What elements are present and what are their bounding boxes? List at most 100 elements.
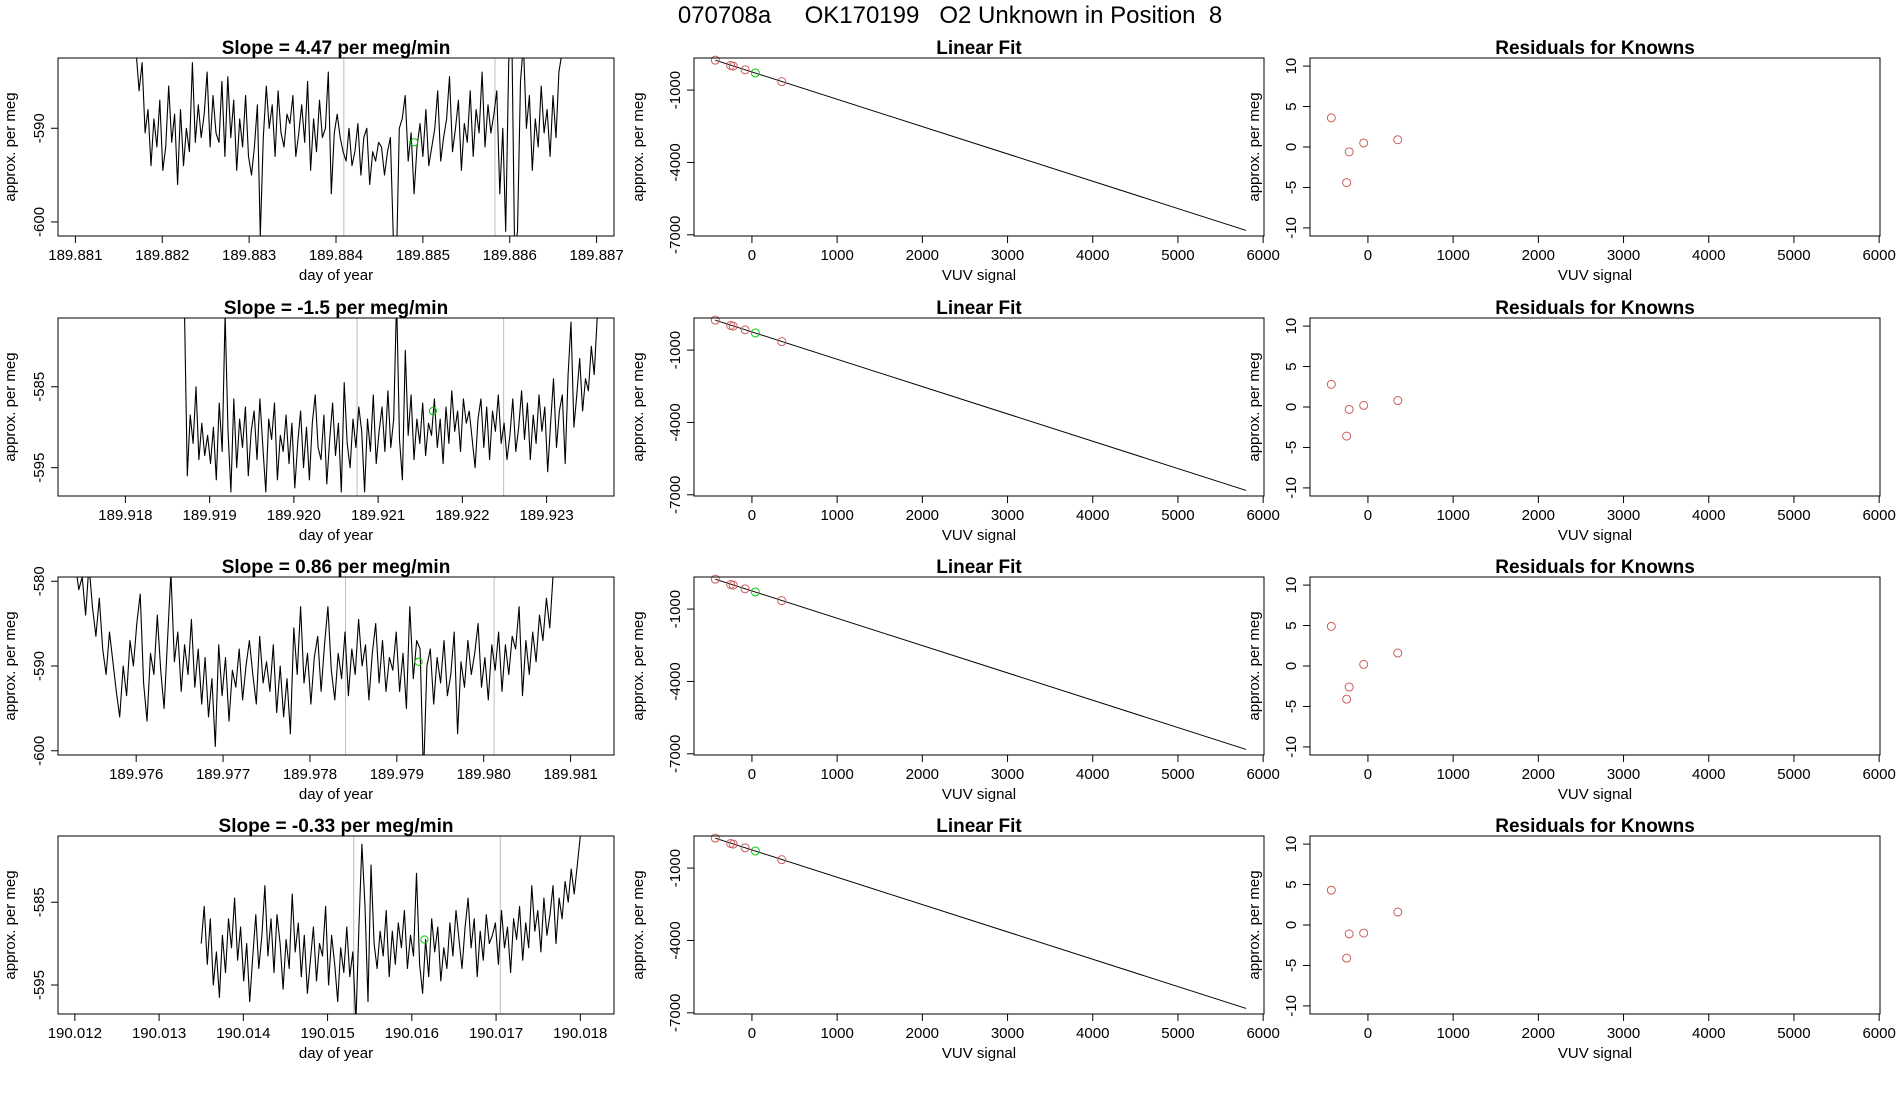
known-point [728,61,738,71]
x-tick-label: 5000 [1777,507,1810,524]
x-tick-label: 4000 [1076,766,1109,783]
plot-frame [693,317,1265,497]
unknown-point [410,138,419,147]
known-point [740,843,750,853]
figure-title: 070708a OK170199 O2 Unknown in Position … [677,2,1223,29]
y-tick-label: -10 [1283,736,1300,758]
y-tick-label: -1000 [667,849,684,887]
known-point [1342,178,1352,188]
x-tick-label: 2000 [1522,1025,1555,1042]
x-tick-label: 190.012 [48,1025,102,1042]
x-tick-label: 5000 [1161,247,1194,264]
y-tick-label: -595 [31,453,48,483]
x-tick-label: 1000 [820,507,853,524]
known-point [728,839,738,849]
x-axis-label: VUV signal [942,786,1016,803]
y-tick-label: -4000 [667,403,684,441]
x-tick-label: 0 [748,766,756,783]
plot-frame [693,835,1265,1015]
chart-panel-2-2: Linear Fit VUV signal approx. per meg 0 1000… [630,298,1280,544]
series-clip-group [200,836,581,1014]
unknown-point [750,587,760,597]
unknown-point [750,846,760,856]
x-axis-label: VUV signal [1558,1045,1632,1062]
x-tick-label: 189.920 [267,507,321,524]
chart-title: Linear Fit [936,557,1022,578]
x-tick-label: 3000 [1607,507,1640,524]
known-point [710,315,720,325]
x-tick-label: 6000 [1862,247,1895,264]
y-tick-label: -1000 [667,71,684,109]
known-point [1326,885,1336,895]
chart-panel-3-2: Linear Fit VUV signal approx. per meg 0 1000… [630,557,1280,803]
plot-frame [57,57,615,237]
x-tick-label: 189.921 [351,507,405,524]
known-point [1359,928,1369,938]
known-point [1359,400,1369,410]
y-tick-label: -600 [31,207,48,237]
known-point [1359,138,1369,148]
x-tick-label: 4000 [1692,766,1725,783]
x-tick-label: 1000 [820,1025,853,1042]
per-meg-series-line [136,58,562,236]
x-axis-label: VUV signal [942,267,1016,284]
chart-panel-4-1: Slope = -0.33 per meg/min day of year appr… [2,816,615,1062]
x-tick-label: 189.887 [570,247,624,264]
x-tick-label: 4000 [1076,507,1109,524]
y-tick-label: -7000 [667,476,684,514]
x-tick-label: 6000 [1862,507,1895,524]
x-tick-label: 189.886 [483,247,537,264]
unknown-point [750,328,760,338]
x-tick-label: 190.016 [385,1025,439,1042]
x-tick-label: 0 [1364,1025,1372,1042]
known-point [1393,396,1403,406]
fit-line [715,837,1247,1009]
x-tick-label: 1000 [1436,507,1469,524]
y-tick-label: 0 [1283,921,1300,929]
known-point [1342,953,1352,963]
x-axis-label: VUV signal [942,527,1016,544]
y-tick-label: -585 [31,372,48,402]
chart-panel-2-3: Residuals for Knowns VUV signal approx. pe… [1246,298,1896,544]
x-axis-label: VUV signal [942,1045,1016,1062]
x-tick-label: 0 [748,1025,756,1042]
series-clip-group [184,318,598,493]
x-tick-label: 4000 [1692,247,1725,264]
per-meg-series-line [76,577,554,755]
series-clip-group [76,577,554,755]
y-axis-label: approx. per meg [630,611,647,720]
x-tick-label: 189.976 [109,766,163,783]
known-point [1342,694,1352,704]
y-tick-label: -5 [1283,441,1300,454]
series-clip-group [136,58,562,236]
y-tick-label: 5 [1283,362,1300,370]
x-tick-label: 4000 [1692,507,1725,524]
y-tick-label: 5 [1283,880,1300,888]
known-point [1344,682,1354,692]
known-point [740,325,750,335]
x-axis-label: VUV signal [1558,786,1632,803]
x-tick-label: 3000 [991,1025,1024,1042]
x-tick-label: 2000 [906,247,939,264]
x-tick-label: 5000 [1161,507,1194,524]
x-tick-label: 3000 [991,766,1024,783]
y-tick-label: -7000 [667,216,684,254]
y-axis-label: approx. per meg [2,870,19,979]
chart-title: Linear Fit [936,38,1022,59]
y-tick-label: -580 [31,566,48,596]
y-axis-label: approx. per meg [1246,352,1263,461]
y-tick-label: -595 [31,970,48,1000]
known-point [740,65,750,75]
y-tick-label: -4000 [667,921,684,959]
x-axis-label: VUV signal [1558,527,1632,544]
known-point [740,584,750,594]
x-tick-label: 189.885 [396,247,450,264]
plot-frame [693,57,1265,237]
x-tick-label: 1000 [1436,247,1469,264]
x-tick-label: 0 [748,247,756,264]
x-axis-label: day of year [299,786,373,803]
x-tick-label: 2000 [906,1025,939,1042]
per-meg-series-line [200,836,581,1014]
unknown-point [420,935,429,944]
y-tick-label: 0 [1283,403,1300,411]
